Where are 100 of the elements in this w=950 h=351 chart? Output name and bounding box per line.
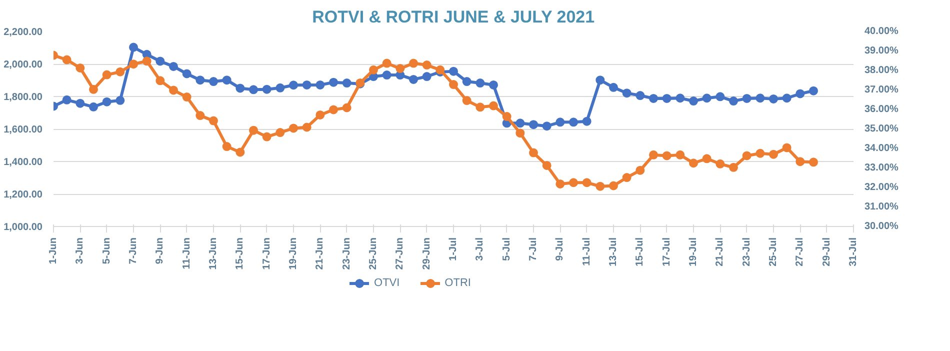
point bbox=[476, 102, 485, 112]
x-tick-label: 9-Jul bbox=[554, 237, 566, 261]
y-tick-label: 2,200.00 bbox=[4, 27, 43, 38]
point bbox=[182, 69, 192, 78]
x-tick-label: 3-Jun bbox=[74, 238, 86, 264]
point bbox=[662, 151, 672, 160]
point bbox=[209, 116, 218, 126]
point bbox=[582, 178, 592, 188]
point bbox=[142, 56, 152, 66]
point bbox=[462, 77, 472, 86]
y2-tick-label: 40.00% bbox=[864, 26, 899, 37]
point bbox=[516, 128, 525, 138]
point bbox=[622, 173, 632, 182]
point bbox=[236, 148, 245, 157]
point bbox=[76, 98, 85, 108]
point bbox=[209, 77, 218, 86]
point bbox=[622, 88, 632, 98]
point bbox=[182, 92, 192, 102]
y2-tick-label: 34.00% bbox=[864, 143, 899, 154]
point bbox=[222, 142, 232, 152]
legend-label: OTRI bbox=[444, 277, 471, 289]
point bbox=[742, 94, 752, 103]
point bbox=[529, 148, 538, 158]
y-tick-label: 1,600.00 bbox=[4, 124, 43, 136]
point bbox=[662, 94, 672, 103]
point bbox=[196, 76, 205, 85]
point bbox=[769, 94, 778, 104]
point bbox=[382, 70, 392, 80]
y2-tick-label: 39.00% bbox=[864, 46, 899, 56]
point bbox=[89, 84, 98, 94]
point bbox=[702, 154, 712, 164]
point bbox=[569, 178, 578, 188]
point bbox=[382, 58, 392, 68]
x-tick-label: 19-Jul bbox=[688, 237, 699, 266]
point bbox=[396, 64, 405, 74]
y-tick-label: 2,000.00 bbox=[4, 60, 43, 70]
x-tick-label: 19-Jun bbox=[288, 237, 299, 270]
point bbox=[596, 76, 605, 85]
point bbox=[102, 97, 112, 106]
point bbox=[449, 80, 458, 90]
y-tick-label: 1,200.00 bbox=[4, 190, 43, 200]
point bbox=[369, 65, 378, 74]
point bbox=[76, 63, 85, 72]
x-tick-label: 29-Jul bbox=[821, 237, 832, 266]
point bbox=[156, 76, 165, 86]
x-tick-label: 15-Jun bbox=[234, 237, 246, 270]
point bbox=[249, 126, 258, 135]
y-tick-label: 1,800.00 bbox=[4, 92, 43, 103]
point bbox=[676, 94, 685, 103]
x-tick-label: 27-Jul bbox=[794, 237, 806, 266]
point bbox=[649, 94, 658, 103]
x-tick-label: 25-Jun bbox=[368, 237, 379, 270]
point bbox=[649, 150, 658, 160]
point bbox=[156, 56, 165, 66]
point bbox=[222, 76, 232, 85]
point bbox=[89, 102, 98, 112]
x-tick-label: 21-Jun bbox=[314, 237, 326, 270]
point bbox=[742, 151, 752, 160]
point bbox=[476, 78, 485, 88]
y2-tick-label: 35.00% bbox=[864, 124, 899, 134]
y2-tick-label: 31.00% bbox=[864, 202, 899, 212]
point bbox=[449, 66, 458, 76]
point bbox=[702, 94, 712, 103]
point bbox=[756, 148, 765, 158]
point bbox=[116, 96, 125, 105]
point bbox=[516, 118, 525, 128]
x-tick-label: 17-Jun bbox=[261, 237, 272, 270]
point bbox=[422, 72, 432, 82]
point bbox=[769, 150, 778, 159]
point bbox=[316, 80, 325, 90]
x-tick-label: 29-Jun bbox=[421, 237, 432, 270]
point bbox=[689, 158, 698, 168]
y2-tick-label: 30.00% bbox=[864, 221, 899, 232]
point bbox=[329, 78, 338, 87]
x-tick-label: 9-Jun bbox=[154, 238, 166, 264]
point bbox=[129, 42, 138, 52]
point bbox=[542, 122, 552, 131]
x-tick-label: 5-Jun bbox=[101, 238, 112, 264]
x-tick-label: 31-Jul bbox=[848, 237, 859, 266]
point bbox=[409, 74, 418, 84]
point bbox=[609, 82, 618, 92]
y2-tick-label: 37.00% bbox=[864, 84, 899, 96]
point bbox=[689, 96, 698, 106]
point bbox=[729, 162, 738, 172]
point bbox=[129, 60, 138, 69]
point bbox=[62, 95, 72, 104]
point bbox=[169, 86, 178, 95]
point bbox=[636, 91, 645, 100]
point bbox=[422, 60, 432, 70]
point bbox=[262, 132, 272, 142]
x-tick-label: 7-Jul bbox=[528, 237, 539, 261]
y2-tick-label: 36.00% bbox=[864, 104, 899, 115]
point bbox=[676, 150, 685, 160]
point bbox=[302, 80, 312, 90]
x-tick-label: 23-Jul bbox=[741, 237, 752, 266]
point bbox=[796, 89, 805, 98]
point bbox=[62, 55, 72, 64]
point bbox=[302, 122, 312, 132]
point bbox=[796, 157, 805, 166]
x-tick-label: 11-Jun bbox=[181, 237, 192, 270]
